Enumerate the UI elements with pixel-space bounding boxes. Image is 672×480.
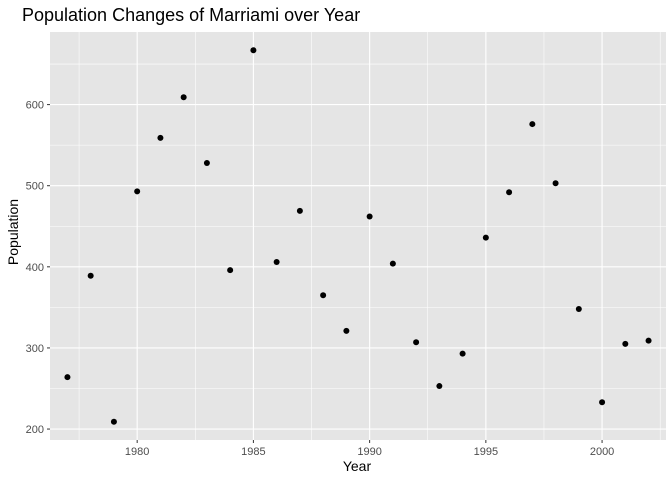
data-point xyxy=(296,207,303,214)
data-point xyxy=(482,234,489,241)
data-point xyxy=(622,340,629,347)
data-point xyxy=(529,121,536,128)
y-tick-label: 400 xyxy=(26,262,44,274)
grid-major xyxy=(50,32,666,440)
y-tick-label: 300 xyxy=(26,343,44,355)
data-point xyxy=(157,134,164,141)
y-tick-label: 600 xyxy=(26,100,44,112)
data-point xyxy=(203,159,210,166)
x-axis-title: Year xyxy=(343,458,372,474)
data-point xyxy=(110,418,117,425)
x-tick-label: 1990 xyxy=(357,446,381,458)
x-tick-label: 1985 xyxy=(241,446,265,458)
data-point xyxy=(413,339,420,346)
data-point xyxy=(250,47,257,54)
data-point xyxy=(366,213,373,220)
x-axis: 1980 1985 1990 1995 2000 xyxy=(125,440,614,458)
y-axis-title: Population xyxy=(5,199,21,265)
y-tick-label: 200 xyxy=(26,424,44,436)
data-point xyxy=(389,260,396,267)
data-point xyxy=(64,374,71,381)
x-tick-label: 2000 xyxy=(590,446,614,458)
data-point xyxy=(506,189,513,196)
data-point xyxy=(552,180,559,187)
grid-minor xyxy=(50,32,666,440)
data-point xyxy=(87,272,94,279)
data-point xyxy=(599,399,606,406)
data-point xyxy=(227,267,234,274)
data-point xyxy=(273,258,280,265)
data-point xyxy=(436,383,443,390)
data-point xyxy=(343,327,350,334)
plot-panel xyxy=(50,32,666,440)
chart-title: Population Changes of Marriami over Year xyxy=(22,5,360,25)
y-axis: 200 300 400 500 600 xyxy=(26,100,50,436)
x-tick-label: 1980 xyxy=(125,446,149,458)
data-point xyxy=(180,94,187,101)
data-point xyxy=(320,292,327,299)
data-point xyxy=(645,337,652,344)
data-point xyxy=(575,306,582,313)
x-tick-label: 1995 xyxy=(474,446,498,458)
y-tick-label: 500 xyxy=(26,181,44,193)
data-points xyxy=(64,47,652,425)
data-point xyxy=(134,188,141,195)
data-point xyxy=(459,350,466,357)
